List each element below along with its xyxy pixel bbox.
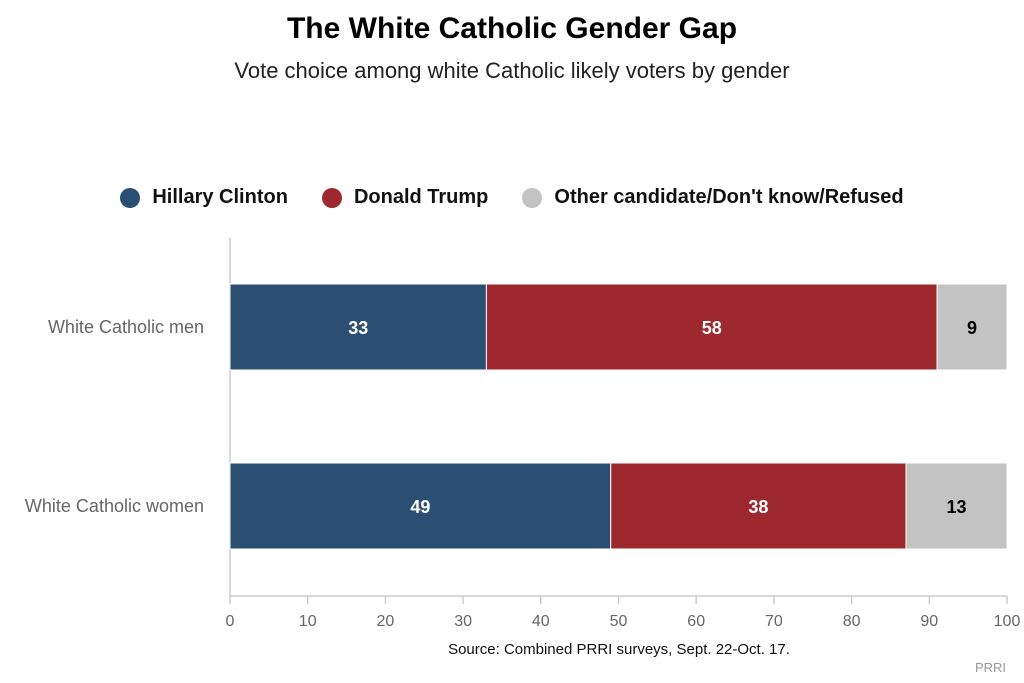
legend-label-other: Other candidate/Don't know/Refused: [554, 186, 904, 208]
bar-segment: [485, 283, 938, 371]
legend-swatch-clinton: [120, 187, 141, 208]
chart-subtitle: Vote choice among white Catholic likely …: [234, 58, 790, 83]
x-tick-label: 40: [532, 613, 550, 630]
bar-segment: [610, 462, 907, 550]
x-tick-label: 60: [687, 613, 705, 630]
x-tick-label: 30: [454, 613, 472, 630]
legend-swatch-other: [522, 187, 543, 208]
data-label: 33: [348, 318, 368, 338]
data-label: 49: [410, 497, 430, 517]
x-tick-label: 20: [377, 613, 395, 630]
x-tick-label: 50: [610, 613, 628, 630]
legend-item-other[interactable]: Other candidate/Don't know/Refused: [522, 186, 904, 209]
bar-segment: [905, 462, 1008, 550]
x-tick-label: 90: [920, 613, 938, 630]
category-label: White Catholic women: [25, 496, 204, 516]
bar-segment: [229, 462, 612, 550]
category-label: White Catholic men: [48, 317, 204, 337]
x-tick-label: 0: [226, 613, 235, 630]
chart-title: The White Catholic Gender Gap: [286, 12, 738, 45]
data-label: 9: [967, 318, 977, 338]
credit-label: PRRI: [974, 660, 1006, 675]
legend-swatch-trump: [321, 187, 342, 208]
bar-segment: [229, 283, 487, 371]
legend-item-trump[interactable]: Donald Trump: [321, 186, 489, 209]
bar-segment: [936, 283, 1008, 371]
data-label: 38: [748, 497, 768, 517]
x-tick-label: 10: [299, 613, 317, 630]
x-tick-label: 80: [843, 613, 861, 630]
legend-item-clinton[interactable]: Hillary Clinton: [120, 186, 288, 209]
legend: Hillary Clinton Donald Trump Other candi…: [0, 186, 1024, 209]
x-tick-label: 100: [994, 613, 1021, 630]
x-tick-label: 70: [765, 613, 783, 630]
data-label: 13: [946, 497, 966, 517]
legend-label-trump: Donald Trump: [353, 186, 489, 208]
data-label: 58: [702, 318, 722, 338]
source-note: Source: Combined PRRI surveys, Sept. 22-…: [448, 641, 790, 658]
legend-label-clinton: Hillary Clinton: [152, 186, 288, 208]
